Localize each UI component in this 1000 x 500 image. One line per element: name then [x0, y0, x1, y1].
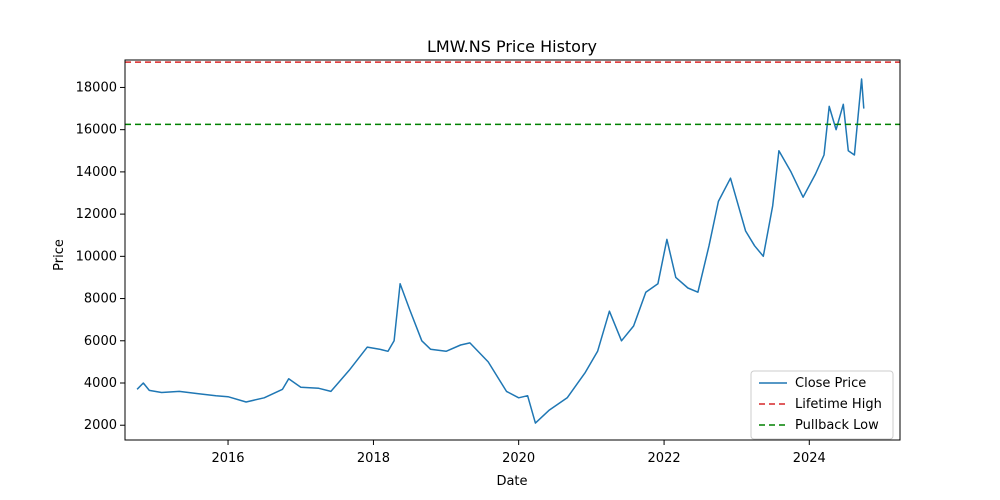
legend: Close Price Lifetime High Pullback Low [750, 370, 894, 440]
legend-label-close-price: Close Price [795, 376, 866, 391]
x-tick-label: 2024 [793, 451, 826, 466]
y-tick-label: 12000 [76, 207, 117, 222]
plot-layer: 2016 2018 2020 2022 2024 2000 4000 6000 8000 1000… [76, 59, 901, 466]
x-tick-label: 2016 [211, 451, 244, 466]
x-tick-label: 2022 [648, 451, 681, 466]
y-axis-label: Price [52, 239, 67, 271]
legend-label-pullback-low: Pullback Low [795, 418, 879, 433]
x-tick-label: 2018 [357, 451, 390, 466]
plot-frame [124, 59, 901, 441]
x-tick-label: 2020 [502, 451, 535, 466]
y-tick-label: 2000 [84, 418, 117, 433]
y-tick-label: 18000 [76, 80, 117, 95]
close-price-line [136, 78, 865, 424]
legend-box [750, 370, 894, 440]
y-tick-label: 14000 [76, 165, 117, 180]
legend-label-lifetime-high: Lifetime High [795, 397, 882, 412]
y-tick-label: 8000 [84, 292, 117, 307]
chart-title: LMW.NS Price History [427, 37, 597, 56]
y-tick-label: 16000 [76, 123, 117, 138]
y-tick-label: 4000 [84, 376, 117, 391]
y-tick-label: 6000 [84, 334, 117, 349]
y-tick-label: 10000 [76, 249, 117, 264]
x-axis-label: Date [496, 474, 527, 489]
